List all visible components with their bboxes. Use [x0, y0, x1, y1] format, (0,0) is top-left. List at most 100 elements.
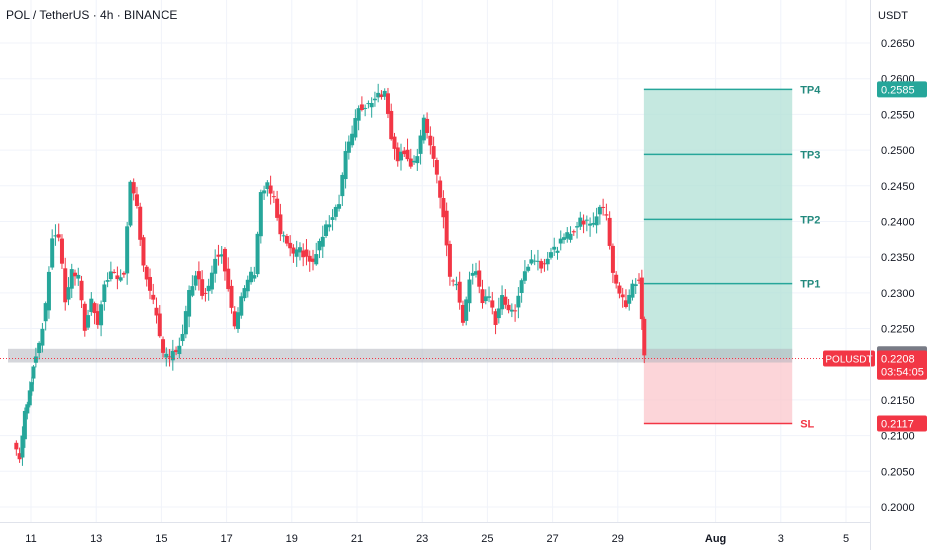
- candle-body: [177, 345, 182, 355]
- candle-body: [405, 149, 410, 160]
- price-tick-label: 0.2350: [881, 252, 915, 264]
- price-tick-label: 0.2100: [881, 431, 915, 443]
- price-label-bg: [877, 350, 927, 367]
- price-label: 0.2208: [881, 354, 915, 366]
- candle-body: [242, 288, 247, 299]
- candle-body: [614, 274, 619, 284]
- candle-body: [480, 289, 485, 304]
- candle-body: [268, 185, 273, 194]
- candle-body: [86, 315, 91, 328]
- candle-body: [22, 410, 27, 440]
- candle-body: [170, 351, 175, 361]
- candle-body: [118, 277, 123, 281]
- candle-body: [258, 192, 263, 237]
- price-label-bg: [877, 81, 927, 98]
- candle-body: [642, 318, 647, 356]
- candle-body: [428, 135, 433, 146]
- candle-body: [392, 136, 397, 149]
- candle-body: [467, 279, 472, 304]
- price-tick-label: 0.2150: [881, 395, 915, 407]
- candle-body: [255, 233, 260, 275]
- candle-body: [59, 238, 64, 264]
- candle-body: [310, 258, 315, 262]
- candle-body: [138, 206, 143, 240]
- candle-body: [464, 299, 469, 321]
- candle-body: [516, 295, 521, 308]
- candle-body: [372, 98, 377, 101]
- candle-body: [597, 206, 602, 215]
- time-tick-label: 27: [546, 533, 558, 545]
- candle-body: [314, 254, 319, 265]
- time-tick-label: 19: [286, 533, 298, 545]
- candle-body: [588, 223, 593, 226]
- candle-body: [245, 279, 250, 292]
- candle-body: [568, 233, 573, 240]
- candle-body: [604, 214, 609, 216]
- candle-body: [236, 312, 241, 329]
- candle-body: [591, 222, 596, 225]
- candle-body: [532, 260, 537, 262]
- candle-body: [457, 281, 462, 303]
- candle-body: [294, 249, 299, 257]
- candle-body: [174, 350, 179, 352]
- candle-body: [346, 141, 351, 153]
- candle-body: [226, 268, 231, 290]
- candle-body: [513, 310, 518, 312]
- time-tick-label: 25: [481, 533, 493, 545]
- candle-body: [187, 290, 192, 317]
- candle-body: [66, 287, 71, 300]
- price-tick-label: 0.2550: [881, 109, 915, 121]
- take-profit-zone: [643, 89, 793, 359]
- candle-body: [304, 249, 309, 257]
- candle-body: [490, 300, 495, 308]
- price-tick-label: 0.2500: [881, 145, 915, 157]
- candle-body: [229, 285, 234, 308]
- candle-body: [509, 309, 514, 312]
- candle-body: [190, 286, 195, 296]
- candle-body: [389, 110, 394, 140]
- candle-body: [183, 311, 188, 335]
- candle-body: [483, 296, 488, 302]
- candle-body: [278, 214, 283, 235]
- target-label-tp1: TP1: [800, 279, 820, 291]
- time-tick-label: 11: [25, 533, 36, 545]
- candle-body: [385, 93, 390, 114]
- candle-body: [151, 294, 156, 300]
- time-tick-label: 3: [778, 533, 784, 545]
- candle-body: [284, 236, 289, 244]
- candle-body: [493, 311, 498, 325]
- candle-body: [526, 266, 531, 271]
- candle-body: [121, 272, 126, 275]
- candle-body: [584, 219, 589, 221]
- price-tick-label: 0.2000: [881, 502, 915, 514]
- candle-body: [180, 333, 185, 342]
- candle-body: [356, 108, 361, 121]
- candle-body: [252, 275, 257, 279]
- candle-body: [620, 294, 625, 298]
- candle-body: [92, 303, 97, 314]
- price-tick-label: 0.2650: [881, 38, 915, 50]
- price-label: 0.2117: [881, 418, 914, 430]
- candle-body: [473, 271, 478, 275]
- candle-body: [438, 180, 443, 198]
- candle-body: [359, 104, 364, 111]
- price-tick-label: 0.2400: [881, 216, 915, 228]
- candle-body: [545, 258, 550, 265]
- chart-title: POL / TetherUS · 4h · BINANCE: [6, 8, 178, 22]
- candle-body: [330, 217, 335, 220]
- candle-body: [496, 308, 501, 319]
- candle-body: [376, 92, 381, 98]
- candle-body: [402, 150, 407, 155]
- candle-body: [434, 160, 439, 175]
- candle-body: [395, 147, 400, 162]
- price-tick-label: 0.2050: [881, 466, 915, 478]
- candle-body: [636, 279, 641, 281]
- candle-body: [571, 231, 576, 233]
- candle-body: [340, 174, 345, 197]
- candle-body: [333, 206, 338, 217]
- support-zone: [8, 348, 793, 363]
- candle-body: [25, 404, 30, 414]
- candle-body: [265, 182, 270, 189]
- candle-body: [200, 279, 205, 296]
